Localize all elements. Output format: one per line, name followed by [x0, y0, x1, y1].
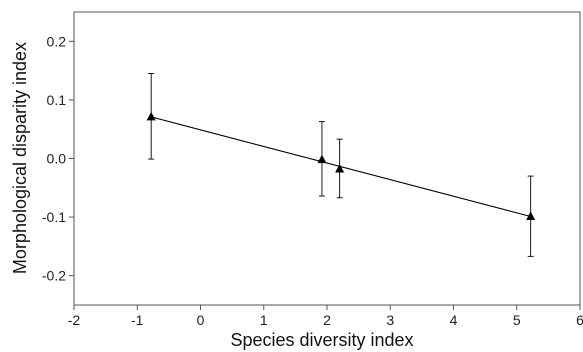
x-tick-label: -1 — [131, 312, 144, 328]
data-point-triangle — [335, 164, 345, 173]
data-marks — [146, 73, 536, 257]
y-tick-label: -0.1 — [42, 209, 66, 225]
x-tick-label: 2 — [323, 312, 331, 328]
data-point-triangle — [317, 154, 327, 164]
plot-frame — [73, 11, 581, 306]
x-tick-label: 4 — [450, 312, 458, 328]
x-tick-label: 0 — [197, 312, 205, 328]
x-tick-label: 3 — [386, 312, 394, 328]
y-axis-title: Morphological disparity index — [10, 42, 30, 274]
y-tick-label: 0.2 — [47, 33, 67, 49]
x-tick-label: -2 — [68, 312, 81, 328]
x-axis-ticks: -2 -1 0 1 2 3 4 5 6 — [68, 305, 583, 328]
y-tick-label: 0.0 — [47, 151, 67, 167]
y-axis-ticks: 0.2 0.1 0.0 -0.1 -0.2 — [42, 33, 74, 284]
y-tick-label: 0.1 — [47, 92, 67, 108]
x-axis-title: Species diversity index — [230, 330, 413, 350]
x-tick-label: 6 — [576, 312, 583, 328]
data-point-triangle — [526, 211, 536, 221]
x-tick-label: 1 — [260, 312, 268, 328]
y-tick-label: -0.2 — [42, 268, 66, 284]
x-tick-label: 5 — [513, 312, 521, 328]
data-point-triangle — [146, 111, 156, 121]
